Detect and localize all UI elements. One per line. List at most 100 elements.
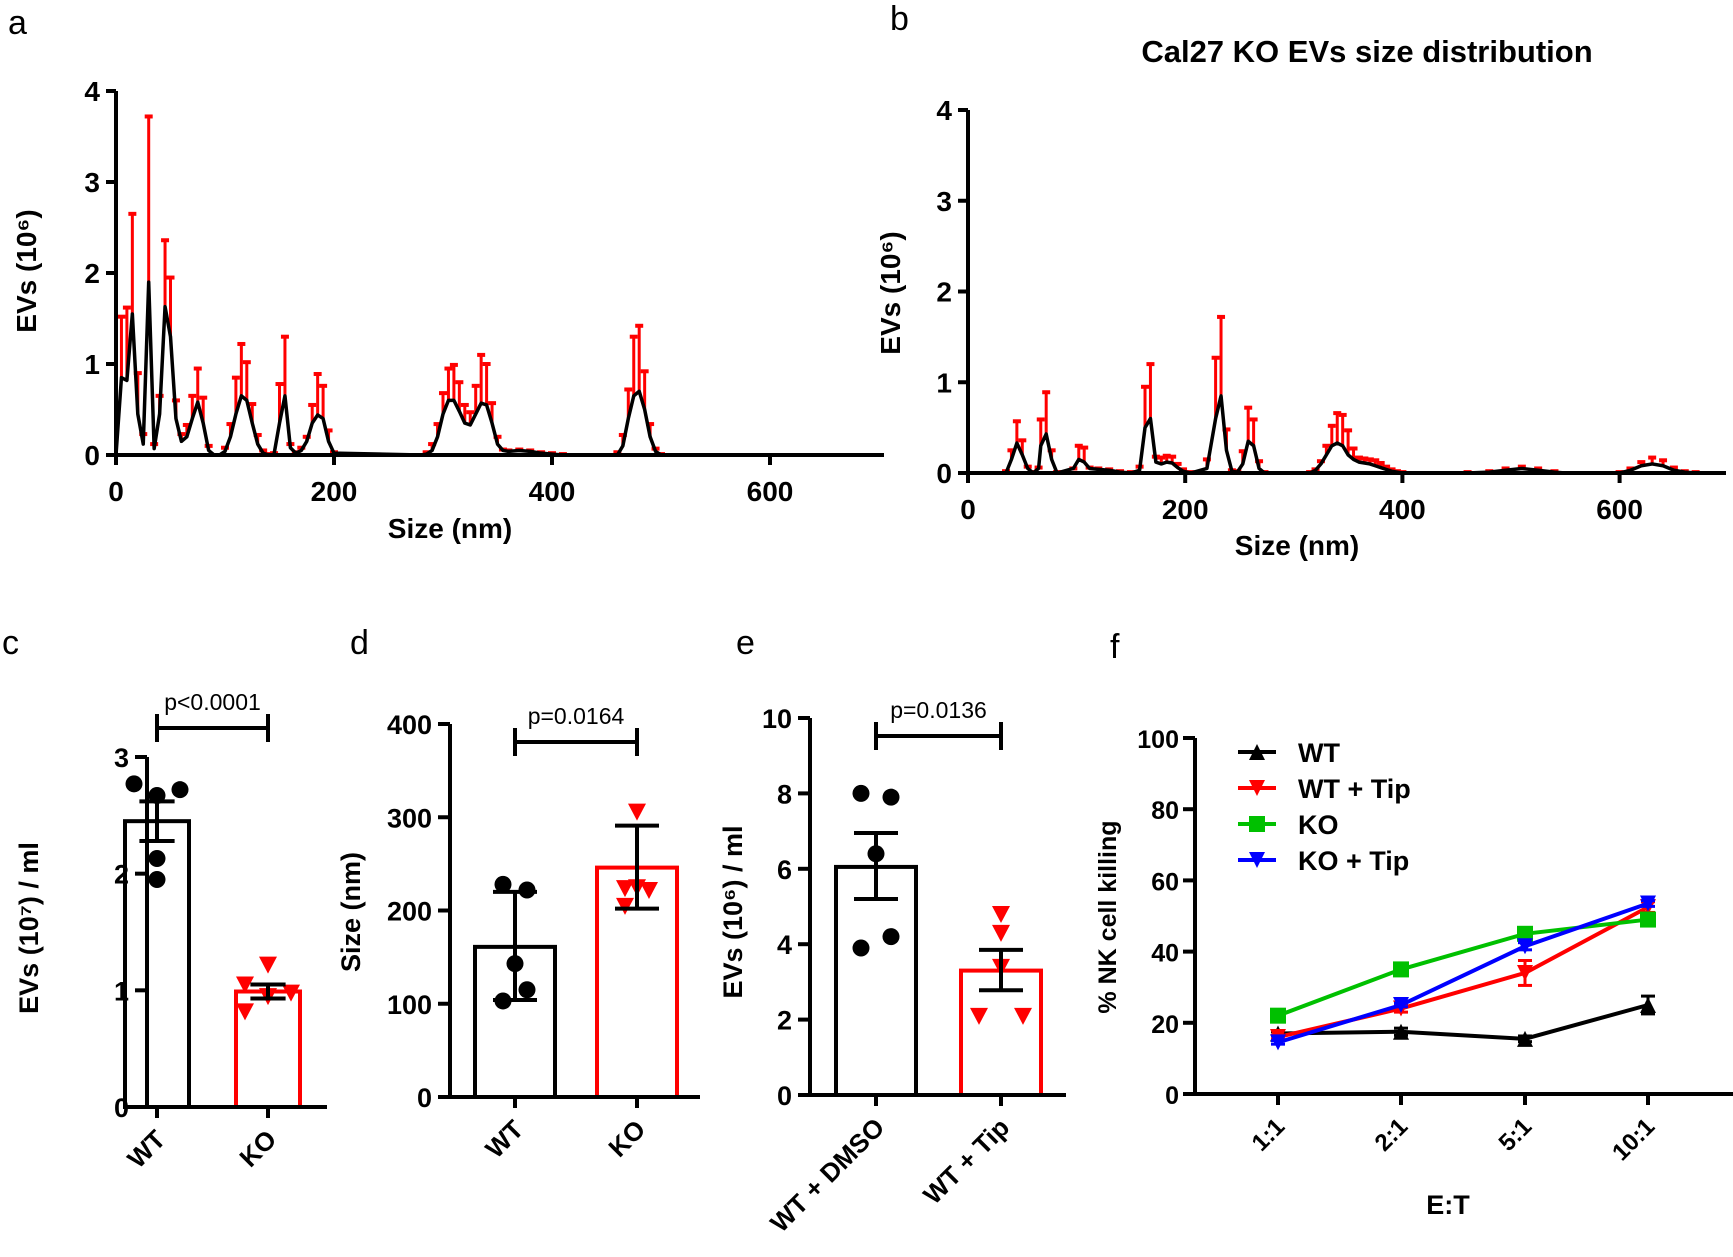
x-tick-label: WT + Tip (917, 1112, 1015, 1210)
y-axis-label: EVs (10⁶) (875, 231, 906, 354)
marker-triangle-down (1640, 895, 1656, 912)
x-tick-label: 0 (960, 494, 976, 525)
y-axis-label: EVs (10⁷) / ml (14, 842, 44, 1014)
series-wt (1270, 994, 1656, 1047)
x-axis-label: E:T (1426, 1190, 1470, 1220)
x-tick-label: 0 (108, 476, 124, 507)
bar-wt-tip (959, 968, 1043, 1098)
marker-triangle-up (1393, 1023, 1409, 1040)
y-tick-label: 300 (387, 803, 432, 833)
y-tick-label: 0 (417, 1083, 432, 1113)
y-tick-label: 100 (1137, 726, 1179, 754)
panel-letter-b: b (890, 0, 909, 38)
y-tick-label: 400 (387, 710, 432, 740)
y-axis-label: EVs (10⁶) (11, 209, 42, 332)
y-tick-label: 0 (1165, 1082, 1179, 1110)
data-point-triangle (259, 956, 277, 974)
data-point-triangle (992, 924, 1010, 942)
mean-line (1004, 394, 1696, 475)
y-tick-label: 3 (114, 743, 129, 773)
series-line (1277, 901, 1649, 1045)
data-point-triangle (616, 880, 634, 898)
y-tick-label: 1 (114, 976, 129, 1006)
y-axis-label: EVs (10⁶) / ml (718, 826, 748, 999)
marker-triangle-down (1249, 780, 1265, 796)
panel-f-plot (1238, 744, 1656, 1051)
y-axis-label: % NK cell killing (1094, 820, 1122, 1013)
y-axis-label: Size (nm) (336, 852, 366, 972)
y-tick-label: 40 (1151, 940, 1179, 968)
x-tick-label: 600 (1596, 494, 1643, 525)
legend-label: WT + Tip (1298, 774, 1411, 804)
p-value-label: p<0.0001 (164, 689, 261, 715)
marker-square (1640, 911, 1656, 928)
data-point-triangle (970, 1007, 988, 1025)
y-tick-label: 0 (936, 458, 952, 489)
y-tick-label: 60 (1151, 868, 1179, 896)
y-tick-label: 2 (777, 1006, 792, 1036)
x-tick-label: WT (121, 1124, 171, 1174)
x-tick-label: 1:1 (1247, 1113, 1291, 1157)
y-tick-label: 4 (936, 95, 952, 126)
y-tick-label: 10 (762, 704, 792, 734)
marker-triangle-down (1393, 997, 1409, 1013)
x-tick-label: 200 (1162, 494, 1209, 525)
x-tick-label: 2:1 (1370, 1113, 1414, 1157)
series-ko-tip (1270, 895, 1656, 1051)
y-tick-label: 1 (936, 367, 952, 398)
data-point-triangle (616, 897, 634, 915)
x-tick-label: 5:1 (1494, 1113, 1538, 1157)
marker-triangle-down (1270, 1034, 1286, 1051)
x-tick-label: 400 (1379, 494, 1426, 525)
x-tick-label: WT + DMSO (764, 1112, 890, 1238)
x-tick-label: 400 (529, 476, 576, 507)
x-tick-label: KO (602, 1114, 651, 1163)
x-tick-label: KO (233, 1124, 282, 1173)
series-line (1277, 1003, 1649, 1041)
y-tick-label: 3 (84, 167, 100, 198)
bar-wt-dmso (834, 864, 918, 1097)
panel-d-plot (473, 803, 679, 1099)
y-tick-label: 4 (84, 76, 100, 107)
data-point-circle (882, 928, 900, 946)
x-axis-label: Size (nm) (388, 513, 512, 544)
y-tick-label: 4 (777, 930, 792, 960)
data-point-circle (882, 788, 900, 806)
data-point-circle (852, 784, 870, 802)
legend-label: WT (1298, 738, 1340, 768)
x-tick-label: 200 (311, 476, 358, 507)
marker-triangle-down (1517, 938, 1533, 955)
y-tick-label: 200 (387, 897, 432, 927)
panel-letter-c: c (2, 624, 19, 662)
y-tick-label: 2 (84, 258, 100, 289)
y-tick-label: 3 (936, 186, 952, 217)
y-tick-label: 80 (1151, 797, 1179, 825)
panel-letter-e: e (736, 624, 755, 662)
legend-label: KO + Tip (1298, 846, 1409, 876)
y-tick-label: 8 (777, 779, 792, 809)
data-point-circle (518, 981, 536, 999)
y-tick-label: 2 (114, 860, 129, 890)
data-point-circle (125, 775, 143, 793)
data-point-circle (148, 850, 166, 867)
x-tick-label: 10:1 (1607, 1113, 1660, 1166)
x-tick-label: 600 (747, 476, 794, 507)
marker-triangle-down (1249, 852, 1265, 868)
legend-item (1238, 744, 1276, 760)
y-tick-label: 100 (387, 990, 432, 1020)
panel-letter-d: d (350, 624, 369, 662)
marker-triangle-up (1249, 744, 1265, 760)
data-point-circle (171, 781, 189, 799)
marker-square (1249, 816, 1265, 832)
data-point-circle (148, 871, 166, 888)
series-ko (1270, 911, 1656, 1024)
y-tick-label: 2 (936, 277, 952, 308)
p-value-label: p=0.0136 (890, 697, 987, 723)
series-line (1277, 917, 1649, 1018)
data-point-circle (852, 939, 870, 957)
y-tick-label: 6 (777, 855, 792, 885)
marker-square (1517, 925, 1533, 942)
panel-a-plot (112, 114, 665, 457)
legend-item (1238, 852, 1276, 868)
y-tick-label: 0 (777, 1081, 792, 1111)
